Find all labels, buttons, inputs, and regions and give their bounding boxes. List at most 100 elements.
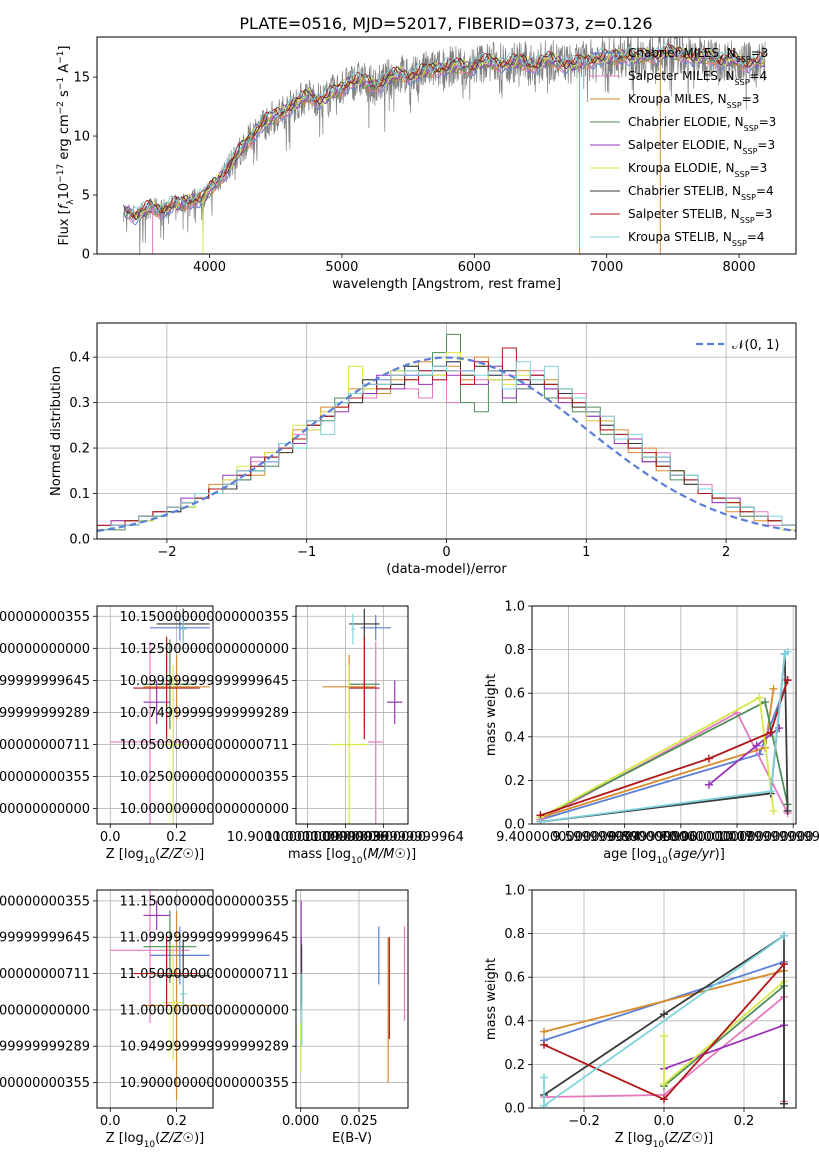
axes-frame	[531, 605, 797, 825]
y-tick-label: 11.150000000000000355	[119, 894, 289, 909]
weight-marker	[660, 1095, 668, 1104]
y-tick-label: 0.4	[504, 730, 525, 745]
error-bar	[143, 639, 197, 730]
y-tick-label: 11.099999999999999645	[0, 931, 90, 946]
weight-marker	[660, 1032, 668, 1041]
y-tick-label: 10.150000000000000355	[0, 610, 90, 625]
x-tick-label: 9.5999999999999996	[552, 830, 697, 845]
axes-frame	[295, 889, 409, 1109]
x-tick-label: 5000	[325, 260, 358, 275]
weight-marker	[704, 780, 713, 789]
x-tick-label: 9.8000000000000007	[608, 830, 753, 845]
weight-marker	[540, 1101, 548, 1108]
weight-line	[663, 1024, 785, 1070]
legend-entry: 𝒩(0, 1)	[732, 338, 779, 353]
y-tick-label: 0.6	[504, 971, 525, 986]
x-tick-label: 10.0000000000000000	[661, 830, 814, 845]
legend-entry: Chabrier STELIB, NSSP=4	[628, 184, 774, 202]
y-tick-label: 0	[82, 248, 90, 263]
x-axis-label: mass [log10(M/M☉)]	[288, 847, 416, 866]
error-bar	[387, 680, 403, 724]
weight-marker	[704, 754, 713, 763]
x-tick-label: 7000	[590, 260, 623, 275]
plot-area	[322, 608, 403, 824]
axes-spectrum: 4000 5000 6000 7000 8000 0 5 10 15 wavelength [An…	[56, 36, 797, 292]
y-tick-label: 10.125000000000000000	[119, 642, 289, 657]
x-tick-label: 6000	[458, 260, 491, 275]
error-bar	[351, 613, 355, 645]
weight-marker	[540, 1027, 548, 1036]
weight-marker	[780, 1099, 788, 1108]
x-tick-label: 0.000	[282, 1114, 319, 1129]
legend-entry: Kroupa MILES, NSSP=3	[628, 92, 759, 110]
y-tick-label: 11.050000000000000711	[0, 967, 90, 982]
plot-area	[300, 900, 406, 1083]
y-tick-label: 10.074999999999999289	[119, 706, 289, 721]
error-bar	[150, 926, 210, 985]
weight-line	[543, 934, 785, 1104]
weight-marker	[761, 697, 770, 706]
axes-frame	[96, 36, 797, 255]
y-tick-label: 1.0	[504, 884, 525, 899]
weight-marker	[752, 741, 761, 750]
y-tick-label: 0.1	[69, 487, 90, 502]
legend-entry: Kroupa STELIB, NSSP=4	[628, 230, 765, 248]
y-tick-label: 0.0	[69, 533, 90, 548]
x-tick-label: −1	[297, 545, 316, 560]
y-tick-label: 0.3	[69, 396, 90, 411]
model-spectrum-line	[128, 43, 766, 215]
axes-frame	[96, 322, 797, 540]
y-tick-label: 10.000000000000000000	[0, 802, 90, 817]
y-tick-label: 10.900000000000000355	[119, 1076, 289, 1091]
error-bar	[143, 910, 197, 984]
axes-residuals: −2 −1 0 1 2 0.0 0.1 0.2 0.3 0.4 (data-model)/error…	[49, 322, 797, 577]
error-bar	[330, 664, 369, 824]
error-bar	[349, 608, 380, 640]
x-tick-label: 2	[722, 545, 730, 560]
weight-marker	[769, 684, 778, 693]
axes-weight-vs-Z: −0.2 0.0 0.2 0.0 0.2 0.4 0.6 0.8 1.0 Z [log10(Z/Z…	[484, 884, 797, 1150]
x-tick-label: 8000	[723, 260, 756, 275]
y-tick-label: 10.074999999999999289	[0, 706, 90, 721]
x-tick-label: 10.1999999999999993	[717, 830, 819, 845]
x-tick-label: 0.0	[654, 1114, 675, 1129]
plot-area	[123, 37, 766, 254]
y-tick-label: 0.2	[504, 774, 525, 789]
weight-marker	[660, 1080, 668, 1089]
weight-marker	[783, 647, 792, 656]
y-tick-label: 5	[82, 189, 90, 204]
axes-age-vs-Z: 0.0 0.2 10.000000000000000000 10.0250000000…	[0, 605, 214, 866]
axes-mass-vs-ebv: 0.000 0.025 10.900000000000000355 10.949999…	[119, 889, 409, 1146]
y-tick-label: 10.025000000000000355	[119, 770, 289, 785]
y-tick-label: 0.2	[69, 442, 90, 457]
spectrum-legend: Chabrier MILES, NSSP=3 Salpeter MILES, NS…	[590, 46, 776, 248]
plot-area	[110, 608, 210, 824]
error-bar	[150, 614, 210, 641]
error-bar	[179, 972, 187, 1016]
y-tick-label: 0.2	[504, 1058, 525, 1073]
y-tick-label: 0.6	[504, 687, 525, 702]
x-axis-label: Z [log10(Z/Z☉)]	[106, 847, 205, 866]
model-spectrum-line	[123, 44, 766, 221]
y-axis-label: mass weight	[484, 674, 499, 756]
y-tick-label: 0.0	[504, 1102, 525, 1117]
x-axis-label: (data-model)/error	[386, 562, 507, 577]
y-tick-label: 11.000000000000000000	[119, 1003, 289, 1018]
weight-marker	[769, 806, 778, 815]
y-tick-label: 10.949999999999999289	[0, 1040, 90, 1055]
x-tick-label: 10.90000000000000036	[227, 830, 388, 845]
y-axis-label: mass weight	[484, 958, 499, 1040]
x-tick-label: 11.09999999999999964	[303, 830, 464, 845]
error-bar	[143, 911, 210, 1101]
model-spectrum-line	[125, 43, 765, 218]
legend-entry: Kroupa ELODIE, NSSP=3	[628, 161, 767, 179]
y-tick-label: 10.000000000000000000	[119, 802, 289, 817]
plot-area	[540, 931, 788, 1108]
weight-marker	[540, 1073, 548, 1082]
legend-entry: Salpeter STELIB, NSSP=3	[628, 207, 772, 225]
y-tick-label: 11.099999999999999645	[119, 931, 289, 946]
axes-frame	[96, 889, 214, 1109]
error-bar	[133, 636, 200, 740]
figure-title: PLATE=0516, MJD=52017, FIBERID=0373, z=0…	[239, 14, 652, 33]
